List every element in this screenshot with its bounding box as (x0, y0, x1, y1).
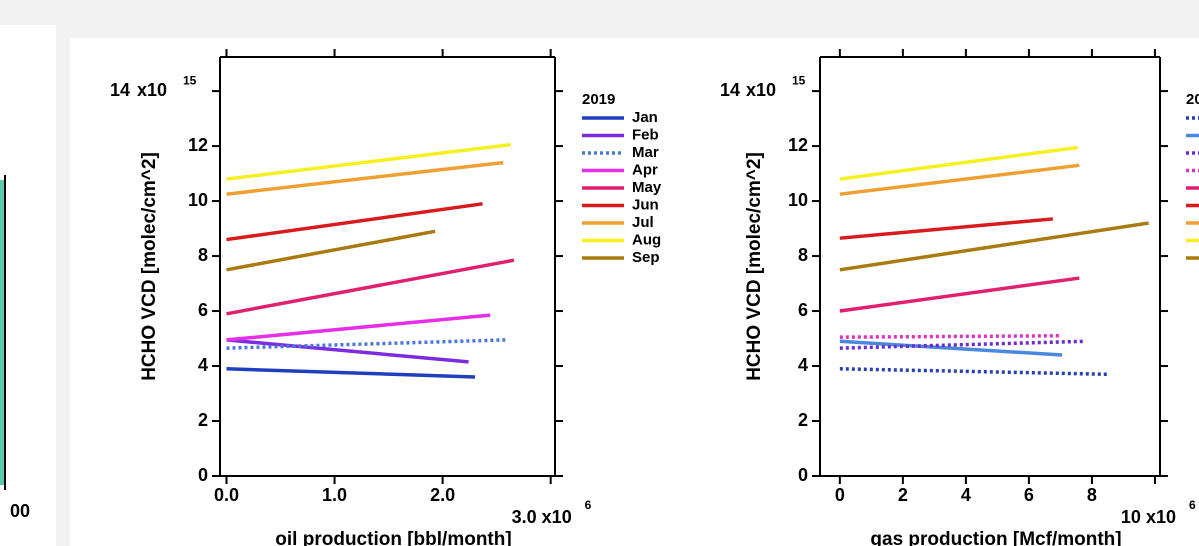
x-multiplier: x10 (542, 507, 572, 527)
y-tick-label: 10 (788, 190, 808, 210)
y-axis-label: HCHO VCD [molec/cm^2] (139, 152, 160, 381)
y-tick-label: 2 (798, 410, 808, 430)
y-tick-label: 6 (198, 300, 208, 320)
x-tick-label: 0 (835, 485, 845, 505)
legend-label: Jan (632, 109, 658, 126)
y-tick-label: 2 (198, 410, 208, 430)
x-multiplier-exponent: 6 (585, 498, 592, 512)
y-tick-label: 12 (188, 135, 208, 155)
y-tick-label: 10 (188, 190, 208, 210)
legend-label: Feb (632, 126, 659, 143)
y-tick-label: 14 (110, 80, 130, 100)
x-axis-label: oil production [bbl/month] (275, 529, 511, 546)
x-tick-label: 3.0 (512, 507, 537, 527)
legend-label: Sep (632, 249, 660, 266)
legend-title: 2019 (582, 91, 615, 108)
y-axis-label: HCHO VCD [molec/cm^2] (744, 152, 765, 381)
y-tick-label: 14 (720, 80, 740, 100)
legend-title: 20 (1186, 91, 1199, 108)
y-tick-label: 12 (788, 135, 808, 155)
slide: 00 02468101214x10150.01.02.03.0x106HCHO … (0, 0, 1199, 546)
x-axis-label: gas production [Mcf/month] (870, 529, 1121, 546)
x-tick-label: 6 (1024, 485, 1034, 505)
legend-label: May (632, 179, 662, 196)
legend-label: Aug (632, 231, 661, 248)
left-heatmap-edge (0, 180, 4, 485)
left-tick-label: 00 (10, 501, 30, 521)
y-tick-label: 4 (198, 355, 208, 375)
y-multiplier: x10 (137, 80, 167, 100)
y-multiplier-exponent: 15 (183, 73, 197, 87)
y-tick-label: 8 (198, 245, 208, 265)
legend-label: Jul (632, 214, 654, 231)
x-tick-label: 10 (1121, 507, 1141, 527)
x-tick-label: 0.0 (214, 485, 239, 505)
x-tick-label: 1.0 (322, 485, 347, 505)
y-tick-label: 0 (798, 465, 808, 485)
y-tick-label: 4 (798, 355, 808, 375)
x-tick-label: 8 (1087, 485, 1097, 505)
legend-label: Apr (632, 161, 658, 178)
x-tick-label: 2 (898, 485, 908, 505)
x-multiplier-exponent: 6 (1189, 498, 1196, 512)
y-multiplier-exponent: 15 (792, 73, 806, 87)
y-tick-label: 8 (798, 245, 808, 265)
slide-canvas: 00 02468101214x10150.01.02.03.0x106HCHO … (0, 0, 1199, 546)
y-tick-label: 0 (198, 465, 208, 485)
y-tick-label: 6 (798, 300, 808, 320)
y-multiplier: x10 (746, 80, 776, 100)
x-multiplier: x10 (1146, 507, 1176, 527)
x-tick-label: 4 (961, 485, 971, 505)
x-tick-label: 2.0 (430, 485, 455, 505)
legend-label: Jun (632, 196, 659, 213)
legend-label: Mar (632, 144, 659, 161)
left-panel (0, 25, 56, 546)
